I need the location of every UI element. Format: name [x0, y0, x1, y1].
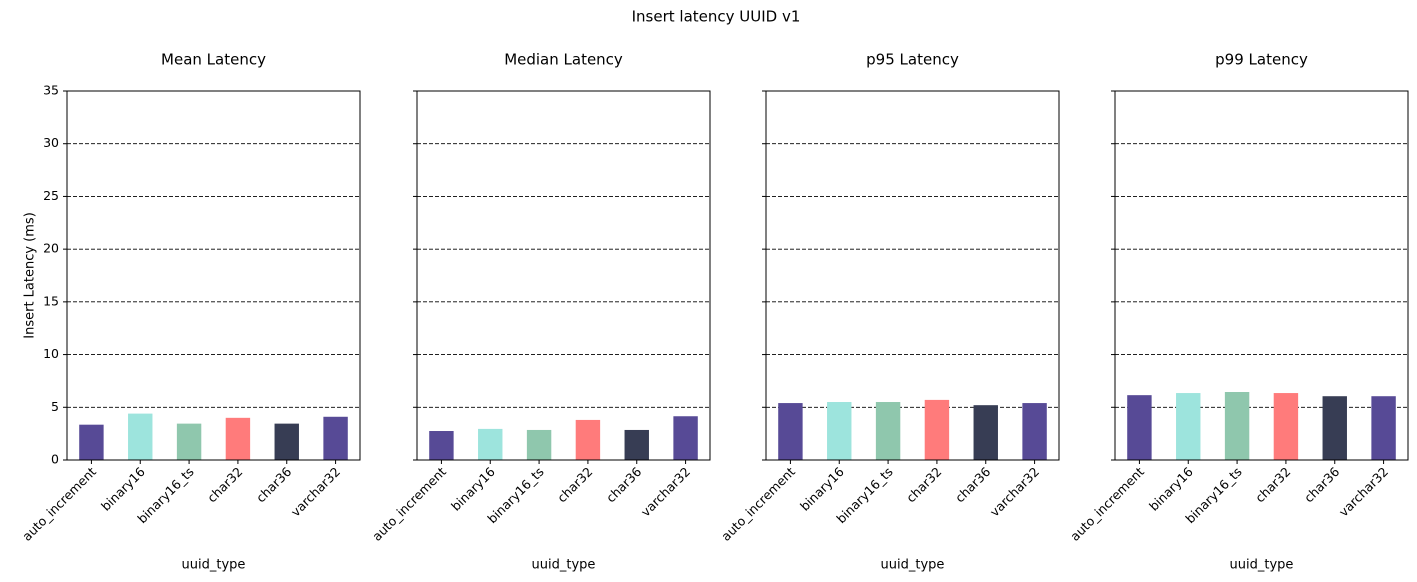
- x-tick-label: binary16: [98, 464, 148, 514]
- bar: [1322, 396, 1347, 460]
- subplot-title: p99 Latency: [1215, 51, 1308, 69]
- x-tick-label: char36: [603, 464, 644, 505]
- x-tick-label: char36: [952, 464, 993, 505]
- bar: [778, 403, 803, 460]
- x-tick-label: varchar32: [1336, 464, 1391, 519]
- bar: [827, 402, 852, 460]
- y-tick-label: 30: [43, 135, 59, 150]
- x-tick-label: varchar32: [987, 464, 1042, 519]
- x-axis-label: uuid_type: [881, 558, 945, 573]
- bar: [429, 431, 454, 460]
- y-axis-label: Insert Latency (ms): [23, 212, 38, 339]
- bar: [1224, 391, 1250, 460]
- x-tick-label: char32: [1252, 464, 1293, 505]
- x-tick-label: char36: [1301, 464, 1342, 505]
- y-tick-label: 15: [43, 293, 59, 308]
- axes-frame: [66, 90, 361, 461]
- x-axis-label: uuid_type: [1230, 558, 1294, 573]
- bar: [1273, 393, 1299, 460]
- bar: [274, 423, 299, 460]
- x-axis-label: uuid_type: [532, 558, 596, 573]
- x-tick-label: auto_increment: [1067, 464, 1147, 544]
- bar: [1022, 403, 1047, 460]
- x-tick-label: binary16: [448, 464, 498, 514]
- x-tick-label: auto_increment: [369, 464, 449, 544]
- bar: [1371, 396, 1396, 460]
- bar: [575, 419, 601, 460]
- bar: [1176, 393, 1201, 460]
- x-tick-label: char36: [253, 464, 294, 505]
- x-tick-label: auto_increment: [718, 464, 798, 544]
- x-tick-label: varchar32: [288, 464, 343, 519]
- subplot-title: Median Latency: [504, 51, 623, 69]
- x-tick-label: varchar32: [638, 464, 693, 519]
- bar: [128, 413, 153, 460]
- subplot-title: p95 Latency: [866, 51, 959, 69]
- figure-title: Insert latency UUID v1: [632, 8, 801, 26]
- bar: [79, 424, 104, 460]
- bar: [673, 416, 698, 460]
- bar: [875, 402, 901, 460]
- bar: [526, 429, 552, 460]
- y-tick-label: 35: [43, 83, 59, 98]
- axes-frame: [765, 90, 1060, 461]
- x-tick-label: char32: [554, 464, 595, 505]
- bar: [176, 423, 202, 460]
- bar: [1127, 395, 1152, 460]
- x-tick-label: auto_increment: [19, 464, 99, 544]
- y-tick-label: 5: [51, 399, 59, 414]
- x-tick-label: binary16: [797, 464, 847, 514]
- x-axis-label: uuid_type: [182, 558, 246, 573]
- axes-frame: [1114, 90, 1409, 461]
- bar: [225, 417, 251, 460]
- bar: [624, 429, 649, 460]
- bar: [478, 428, 503, 460]
- bar: [924, 399, 950, 460]
- y-tick-label: 20: [43, 241, 59, 256]
- axes-frame: [416, 90, 711, 461]
- y-tick-label: 0: [51, 452, 59, 467]
- subplot-title: Mean Latency: [161, 51, 266, 69]
- y-tick-label: 10: [43, 346, 59, 361]
- bar: [973, 405, 998, 460]
- x-tick-label: binary16: [1146, 464, 1196, 514]
- bar: [323, 416, 348, 460]
- y-tick-label: 25: [43, 188, 59, 203]
- x-tick-label: char32: [204, 464, 245, 505]
- x-tick-label: char32: [903, 464, 944, 505]
